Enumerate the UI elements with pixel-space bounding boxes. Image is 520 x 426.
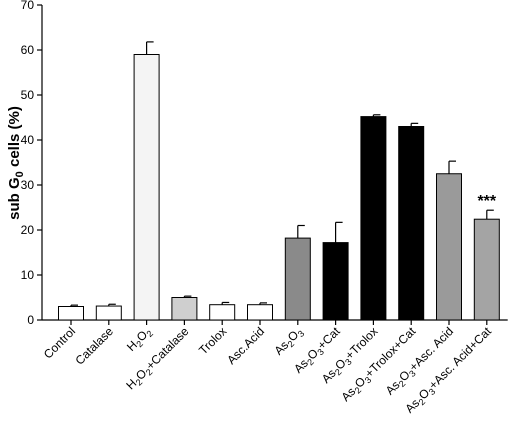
y-tick-label: 50 <box>21 88 35 102</box>
y-axis-label: sub G0 cells (%) <box>6 106 26 220</box>
bar <box>360 116 387 321</box>
y-tick-label: 0 <box>27 313 34 327</box>
x-tick-label: H2O2 <box>124 324 155 355</box>
y-axis-label-tail: cells (%) <box>6 106 23 171</box>
y-tick-label: 60 <box>21 43 35 57</box>
error-bar <box>259 302 267 305</box>
error-bar <box>410 122 419 127</box>
y-tick-label: 70 <box>21 0 35 12</box>
error-bar <box>146 41 154 55</box>
bars <box>58 54 500 321</box>
error-bar <box>108 303 116 307</box>
error-bar <box>221 301 230 305</box>
x-tick-label: Trolox <box>196 324 229 357</box>
bar <box>171 297 198 321</box>
error-bar <box>183 295 192 298</box>
y-tick-label: 30 <box>21 178 35 192</box>
bar <box>209 304 236 321</box>
error-bar <box>448 160 456 174</box>
y-axis-label-sub: 0 <box>14 171 26 177</box>
error-bar <box>372 114 381 117</box>
bar <box>58 306 84 321</box>
significance-annotation: *** <box>477 193 496 210</box>
bar <box>436 173 462 321</box>
axes: 0 10 20 30 40 50 60 70 <box>21 0 508 327</box>
y-axis-label-main: sub G <box>6 177 23 220</box>
annotations: *** <box>477 193 496 210</box>
y-tick-label: 20 <box>21 223 35 237</box>
bar <box>398 126 425 321</box>
bar <box>95 305 122 321</box>
y-tick-label: 10 <box>21 268 35 282</box>
bar <box>473 218 500 321</box>
error-bar <box>297 224 305 239</box>
error-bars <box>70 41 494 307</box>
error-bar <box>70 304 78 307</box>
bar <box>322 242 349 321</box>
bar <box>284 237 311 321</box>
bar <box>247 304 273 321</box>
y-tick-label: 40 <box>21 133 35 147</box>
x-tick-label: Catalase <box>73 324 117 368</box>
bar <box>133 54 160 321</box>
x-tick-label: As2O3 <box>271 324 306 359</box>
x-tick-label: Control <box>41 324 78 361</box>
error-bar <box>486 209 494 220</box>
error-bar <box>335 221 343 243</box>
x-tick-label: Asc.Acid <box>224 324 267 367</box>
